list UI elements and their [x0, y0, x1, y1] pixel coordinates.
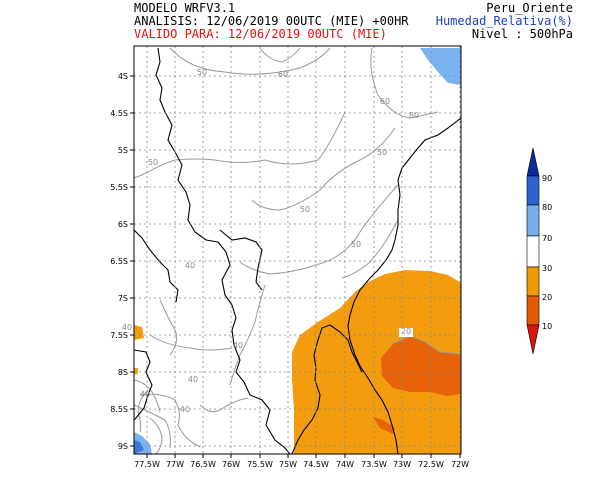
y-tick-label: 8S [118, 368, 128, 377]
x-tick-label: 76.5W [190, 460, 216, 469]
grid-lines [134, 46, 461, 454]
colorbar-segment [526, 175, 540, 206]
contour-label: 40 [122, 323, 132, 332]
x-tick-label: 72W [451, 460, 469, 469]
humidity-30-patch-west-small [134, 368, 138, 374]
colorbar-label: 80 [542, 203, 552, 212]
x-tick-label: 73W [393, 460, 411, 469]
model-title: MODELO WRFV3.1 [134, 1, 236, 15]
contour-label: 50 [377, 148, 387, 157]
x-tick-label: 72.5W [418, 460, 444, 469]
x-tick-label: 77.5W [134, 460, 160, 469]
y-tick-label: 9S [118, 442, 128, 451]
contour-label: 80 [409, 111, 419, 120]
contour-label: 60 [380, 97, 390, 106]
variable-name: Humedad_Relativa(%) [435, 14, 573, 28]
x-tick-label: 74.5W [303, 460, 329, 469]
analysis-time: ANALISIS: 12/06/2019 00UTC (MIE) +00HR [134, 14, 409, 28]
contour-label: 40 [233, 341, 243, 350]
y-tick-label: 4S [118, 72, 128, 81]
contour-label: 20 [401, 327, 411, 336]
contour-labels: 50 60 60 80 50 50 50 40 50 40 40 40 40 40 20 [122, 68, 419, 414]
humidity-30-patch-west [134, 325, 144, 340]
humidity-30-region [292, 270, 461, 454]
boundaries [134, 47, 461, 454]
colorbar-segment [526, 235, 540, 268]
region-name: Peru_Oriente [486, 1, 573, 15]
humidity-80-patch-northeast [420, 48, 461, 85]
y-tick-label: 7S [118, 294, 128, 303]
x-tick-label: 76W [222, 460, 240, 469]
x-tick-label: 77W [166, 460, 184, 469]
contour-label-bg [399, 328, 413, 337]
x-tick-label: 73.5W [361, 460, 387, 469]
y-tick-label: 5S [118, 146, 128, 155]
colorbar-label: 20 [542, 293, 552, 302]
x-axis: 77.5W 77W 76.5W 76W 75.5W 75W 74.5W 74W 73.5W 73W… [134, 454, 469, 469]
map-area [134, 47, 461, 454]
contour-label: 60 [278, 70, 288, 79]
contour-label: 50 [351, 240, 361, 249]
y-tick-label: 8.5S [110, 405, 128, 414]
humidity-20-region [381, 336, 461, 396]
colorbar-label: 70 [542, 234, 552, 243]
colorbar-segment [526, 295, 540, 326]
contour-label: 50 [197, 68, 207, 77]
colorbar-bottom-arrow [526, 324, 540, 355]
contour-label: 50 [148, 158, 158, 167]
y-tick-label: 6.5S [110, 257, 128, 266]
humidity-90-patch-southwest [134, 440, 144, 454]
contour-label: 40 [185, 261, 195, 270]
colorbar-label: 90 [542, 174, 552, 183]
y-axis: 4S 4.5S 5S 5.5S 6S 6.5S 7S 7.5S 8S 8.5S 9S [110, 72, 134, 451]
y-tick-label: 4.5S [110, 109, 128, 118]
contour-label: 50 [300, 205, 310, 214]
contour-label: 40 [188, 375, 198, 384]
x-tick-label: 74W [336, 460, 354, 469]
colorbar-label: 10 [542, 322, 552, 331]
valid-time: VALIDO PARA: 12/06/2019 00UTC (MIE) [134, 27, 387, 41]
x-tick-label: 75.5W [247, 460, 273, 469]
y-tick-label: 6S [118, 220, 128, 229]
y-tick-label: 5.5S [110, 183, 128, 192]
colorbar-segment [526, 266, 540, 297]
colorbar-segment [526, 204, 540, 237]
colorbar-top-arrow [526, 147, 540, 177]
x-tick-label: 75W [279, 460, 297, 469]
colorbar-label: 30 [542, 264, 552, 273]
humidity-20-patch-south [373, 417, 395, 434]
contour-label: 40 [140, 390, 150, 399]
y-tick-label: 7.5S [110, 331, 128, 340]
pressure-level: Nivel : 500hPa [471, 27, 573, 41]
colorbar: 90 80 70 30 20 10 [526, 147, 552, 355]
map-frame [133, 45, 462, 455]
contour-label: 40 [180, 405, 190, 414]
